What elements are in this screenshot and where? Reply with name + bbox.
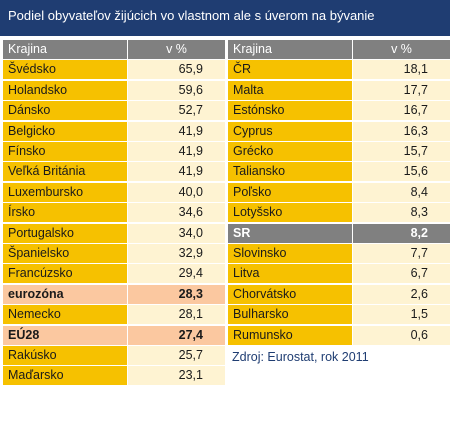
country-cell: ČR xyxy=(228,60,352,80)
value-cell: 25,7 xyxy=(128,346,225,365)
value-cell: 8,4 xyxy=(353,182,450,202)
title: Podiel obyvateľov žijúcich vo vlastnom a… xyxy=(0,0,450,36)
value-cell: 65,9 xyxy=(128,60,225,80)
header-cell: v % xyxy=(128,40,225,59)
header-cell: v % xyxy=(353,40,450,59)
value-cell: 0,6 xyxy=(353,325,450,345)
value-cell: 27,4 xyxy=(128,325,225,345)
country-cell: Rakúsko xyxy=(3,346,127,365)
header-cell: Krajina xyxy=(3,40,127,59)
value-cell: 32,9 xyxy=(128,244,225,263)
value-cell: 15,7 xyxy=(353,142,450,161)
value-cell: 52,7 xyxy=(128,101,225,121)
country-cell: EÚ28 xyxy=(3,325,127,345)
country-cell: eurozóna xyxy=(3,284,127,304)
country-cell: Španielsko xyxy=(3,244,127,263)
value-cell: 23,1 xyxy=(128,366,225,386)
value-cell: 8,3 xyxy=(353,203,450,223)
country-cell: Lotyšsko xyxy=(228,203,352,223)
value-cell: 6,7 xyxy=(353,264,450,284)
country-cell: SR xyxy=(228,223,352,243)
country-cell: Poľsko xyxy=(228,182,352,202)
country-cell: Švédsko xyxy=(3,60,127,80)
value-cell: 18,1 xyxy=(353,60,450,80)
value-cell: 17,7 xyxy=(353,80,450,100)
country-cell: Malta xyxy=(228,80,352,100)
value-cell: 41,9 xyxy=(128,162,225,182)
value-cell: 28,1 xyxy=(128,305,225,325)
header-cell: Krajina xyxy=(228,40,352,59)
value-cell: 40,0 xyxy=(128,182,225,202)
value-cell: 16,3 xyxy=(353,121,450,141)
country-cell: Luxembursko xyxy=(3,182,127,202)
country-cell: Francúzsko xyxy=(3,264,127,284)
country-cell: Rumunsko xyxy=(228,325,352,345)
country-cell: Estónsko xyxy=(228,101,352,121)
value-cell: 29,4 xyxy=(128,264,225,284)
value-cell: 2,6 xyxy=(353,284,450,304)
country-cell: Nemecko xyxy=(3,305,127,325)
value-cell: 59,6 xyxy=(128,80,225,100)
value-cell: 7,7 xyxy=(353,244,450,263)
value-cell: 41,9 xyxy=(128,142,225,161)
value-cell: 34,6 xyxy=(128,203,225,223)
country-cell: Holandsko xyxy=(3,80,127,100)
country-cell: Chorvátsko xyxy=(228,284,352,304)
country-cell: Slovinsko xyxy=(228,244,352,263)
country-cell: Bulharsko xyxy=(228,305,352,325)
country-cell: Cyprus xyxy=(228,121,352,141)
country-cell: Fínsko xyxy=(3,142,127,161)
value-cell: 16,7 xyxy=(353,101,450,121)
country-cell: Litva xyxy=(228,264,352,284)
country-cell: Maďarsko xyxy=(3,366,127,386)
source: Zdroj: Eurostat, rok 2011 xyxy=(232,350,369,364)
country-cell: Dánsko xyxy=(3,101,127,121)
value-cell: 15,6 xyxy=(353,162,450,182)
value-cell: 34,0 xyxy=(128,223,225,243)
country-cell: Belgicko xyxy=(3,121,127,141)
country-cell: Grécko xyxy=(228,142,352,161)
country-cell: Taliansko xyxy=(228,162,352,182)
value-cell: 28,3 xyxy=(128,284,225,304)
country-cell: Írsko xyxy=(3,203,127,223)
value-cell: 41,9 xyxy=(128,121,225,141)
value-cell: 1,5 xyxy=(353,305,450,325)
country-cell: Veľká Británia xyxy=(3,162,127,182)
value-cell: 8,2 xyxy=(353,223,450,243)
country-cell: Portugalsko xyxy=(3,223,127,243)
